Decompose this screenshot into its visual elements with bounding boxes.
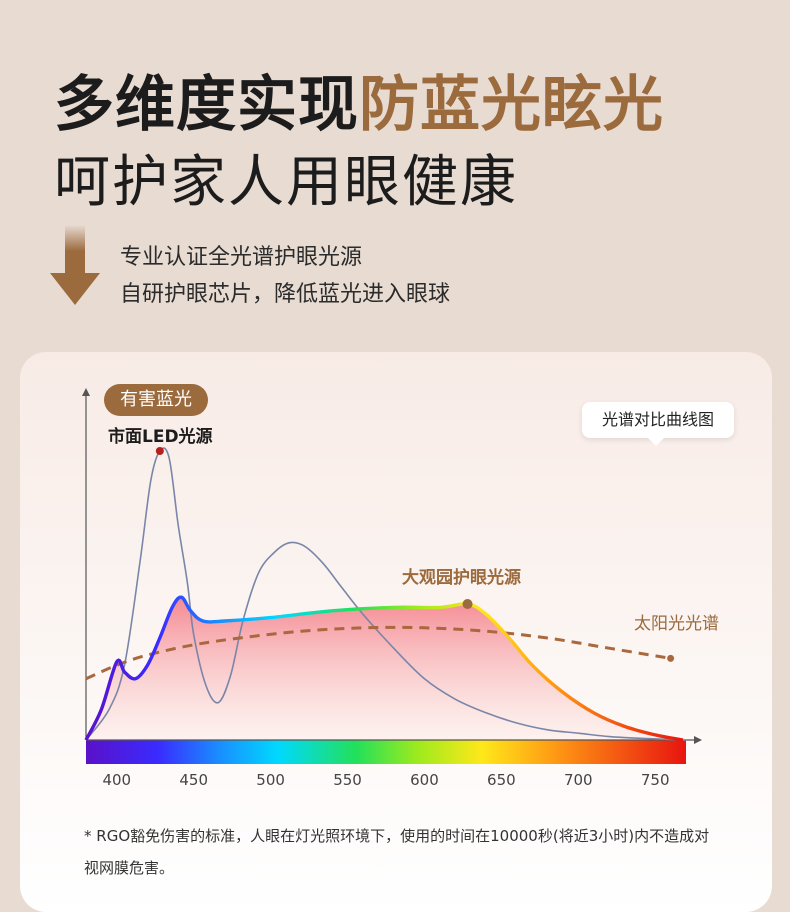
x-tick-label: 550 [333, 771, 362, 789]
x-tick-label: 750 [640, 771, 670, 789]
spectrum-chart [82, 388, 702, 764]
desc-line-1: 专业认证全光谱护眼光源 [120, 245, 363, 270]
x-tick-label: 650 [487, 771, 516, 789]
x-tick-label: 700 [563, 771, 593, 789]
footnote: * RGO豁免伤害的标准，人眼在灯光照环境下，使用的时间在10000秒(将近3小… [84, 827, 710, 877]
series-line-led [85, 447, 687, 741]
series-label-led: 市面LED光源 [108, 427, 213, 447]
sunlight-end-point [667, 654, 675, 662]
headline: 多维度实现防蓝光眩光 [54, 56, 664, 143]
desc-line-2: 自研护眼芯片，降低蓝光进入眼球 [120, 282, 451, 307]
down-arrow-icon [50, 225, 100, 305]
led-peak-point [155, 447, 164, 455]
series-line-eye-care [84, 595, 684, 742]
headline-black: 多维度实现 [54, 70, 359, 140]
spectrum-color-bar [86, 740, 686, 764]
x-tick-label: 450 [179, 771, 208, 789]
harmful-blue-light-pill: 有害蓝光 [104, 384, 208, 416]
chart-type-tag: 光谱对比曲线图 [582, 402, 734, 446]
x-tick-label: 600 [410, 771, 439, 789]
y-axis-arrow [82, 388, 90, 396]
series-area-eye-care [86, 597, 683, 740]
series-label-eye-care: 大观园护眼光源 [402, 568, 521, 588]
x-tick-label: 500 [256, 771, 285, 789]
x-axis-arrow [694, 736, 702, 744]
subheadline: 呵护家人用眼健康 [54, 150, 518, 215]
eye-care-peak-point [462, 599, 473, 609]
headline-accent: 防蓝光眩光 [359, 70, 664, 140]
series-label-sunlight: 太阳光光谱 [634, 614, 719, 634]
x-tick-label: 400 [102, 771, 132, 789]
